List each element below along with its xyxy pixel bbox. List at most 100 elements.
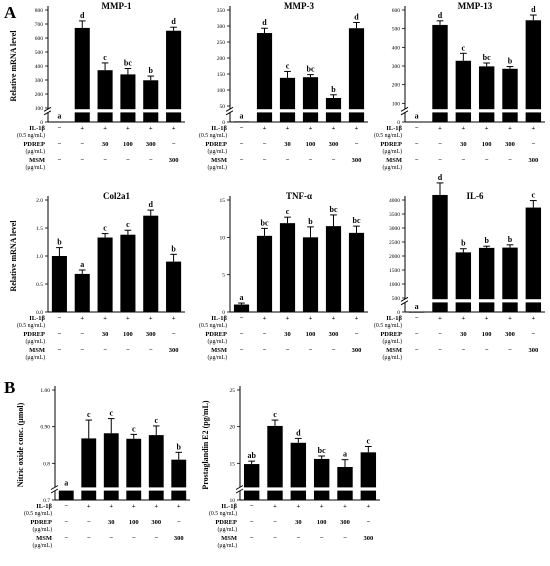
bar xyxy=(51,256,67,312)
y-tick-label: 0.5 xyxy=(36,282,43,288)
y-tick-label: 0.0 xyxy=(36,310,43,316)
axis-break-slash xyxy=(50,488,59,494)
treatment-cell: + xyxy=(172,125,176,132)
treatment-cell: − xyxy=(415,157,419,164)
treatment-cell: − xyxy=(149,157,153,164)
bar xyxy=(455,252,472,312)
y-tick-label: 500 xyxy=(392,27,401,33)
treatment-cell: 30 xyxy=(108,519,115,526)
significance-letter: b xyxy=(57,238,62,247)
y-tick-label: 350 xyxy=(217,8,226,14)
treatment-cell: 100 xyxy=(123,141,133,148)
chart-mmp13: MMP-13 0 100 200 300 400 500 600 a d c bc b d IL-1β(0.… xyxy=(374,1,546,171)
bar xyxy=(279,223,296,312)
treatment-unit: (μg/mL) xyxy=(207,148,227,155)
treatment-cell: 100 xyxy=(306,331,316,338)
treatment-cell: + xyxy=(461,315,465,322)
axis-break-band xyxy=(230,109,369,113)
y-tick-label: 1.0 xyxy=(36,254,43,260)
significance-letter: a xyxy=(343,450,347,459)
significance-letter: c xyxy=(103,53,107,62)
axis-break-slash xyxy=(400,106,409,112)
bar xyxy=(348,232,365,312)
treatment-cell: + xyxy=(366,503,370,510)
treatment-cell: − xyxy=(355,331,359,338)
treatment-cell: − xyxy=(240,157,244,164)
y-tick-label: 800 xyxy=(35,8,44,14)
treatment-unit: (μg/mL) xyxy=(382,354,402,361)
treatment-cell: − xyxy=(149,347,153,354)
significance-letter: c xyxy=(286,61,290,70)
treatment-cell: − xyxy=(103,347,107,354)
treatment-cell: − xyxy=(332,347,336,354)
chart-pge2: Prostaglandin E2 (pg/mL) 10 15 20 25 ab c d bc a c… xyxy=(201,386,381,549)
y-tick-label: 2500 xyxy=(389,240,400,246)
treatment-cell: − xyxy=(126,347,130,354)
y-tick-label: 1500 xyxy=(389,268,400,274)
significance-letter: a xyxy=(240,293,244,302)
bar xyxy=(51,121,67,123)
bar xyxy=(233,304,250,312)
treatment-cell: − xyxy=(240,347,244,354)
treatment-label: PDREP xyxy=(23,141,45,148)
treatment-cell: 300 xyxy=(528,347,538,354)
bar xyxy=(166,261,182,312)
treatment-cell: 300 xyxy=(363,535,373,542)
bar xyxy=(337,467,353,500)
treatment-cell: − xyxy=(132,535,136,542)
axis-break-gap xyxy=(51,487,56,491)
significance-letter: b xyxy=(508,57,513,66)
y-tick-label: 10 xyxy=(230,498,236,504)
treatment-unit: (μg/mL) xyxy=(382,164,402,171)
significance-letter: b xyxy=(177,442,182,451)
treatment-label: MSM xyxy=(221,535,237,542)
significance-letter: c xyxy=(109,409,113,418)
significance-letter: bc xyxy=(318,446,326,455)
treatment-cell: − xyxy=(240,315,244,322)
bar xyxy=(313,458,330,500)
treatment-cell: 300 xyxy=(146,141,156,148)
axis-break-band xyxy=(48,109,186,113)
axis-break-gap xyxy=(44,109,49,113)
treatment-label: PDREP xyxy=(30,519,52,526)
significance-letter: c xyxy=(132,424,136,433)
treatment-cell: + xyxy=(103,315,107,322)
treatment-unit: (μg/mL) xyxy=(25,164,45,171)
axis-break-band xyxy=(405,109,546,113)
treatment-label: MSM xyxy=(386,157,402,164)
treatment-cell: 100 xyxy=(123,331,133,338)
treatment-cell: − xyxy=(343,535,347,542)
treatment-cell: − xyxy=(485,157,489,164)
bar xyxy=(279,77,296,122)
y-tick-label: 500 xyxy=(35,50,44,56)
treatment-cell: − xyxy=(438,157,442,164)
treatment-unit: (μg/mL) xyxy=(382,148,402,155)
y-tick-label: 600 xyxy=(35,36,44,42)
treatment-cell: − xyxy=(286,157,290,164)
treatment-cell: + xyxy=(332,125,336,132)
treatment-cell: − xyxy=(64,503,68,510)
treatment-label: IL-1β xyxy=(386,125,402,132)
y-axis-label: Nitric oxide conc. (μmol) xyxy=(16,402,25,487)
treatment-cell: + xyxy=(286,315,290,322)
treatment-unit: (0.5 ng/mL) xyxy=(24,510,52,517)
treatment-cell: − xyxy=(461,157,465,164)
axis-break-band xyxy=(55,487,191,491)
y-tick-label: 2000 xyxy=(389,254,400,260)
treatment-label: IL-1β xyxy=(386,315,402,322)
treatment-unit: (μg/mL) xyxy=(217,526,237,533)
treatment-cell: + xyxy=(508,125,512,132)
treatment-cell: − xyxy=(263,157,267,164)
y-tick-label: 4000 xyxy=(389,198,400,204)
axis-break-slash xyxy=(235,488,244,494)
treatment-label: PDREP xyxy=(380,331,402,338)
y-tick-label: 250 xyxy=(217,40,226,46)
axis-break-gap xyxy=(236,487,241,491)
treatment-unit: (0.5 ng/mL) xyxy=(209,510,237,517)
treatment-unit: (0.5 ng/mL) xyxy=(374,132,402,139)
treatment-label: PDREP xyxy=(23,331,45,338)
treatment-cell: + xyxy=(263,125,267,132)
chart-mmp3: MMP-3 0 50 100 150 200 250 300 350 a d c bc b d IL-1β(0… xyxy=(199,1,369,171)
y-tick-label: 50 xyxy=(220,104,226,110)
